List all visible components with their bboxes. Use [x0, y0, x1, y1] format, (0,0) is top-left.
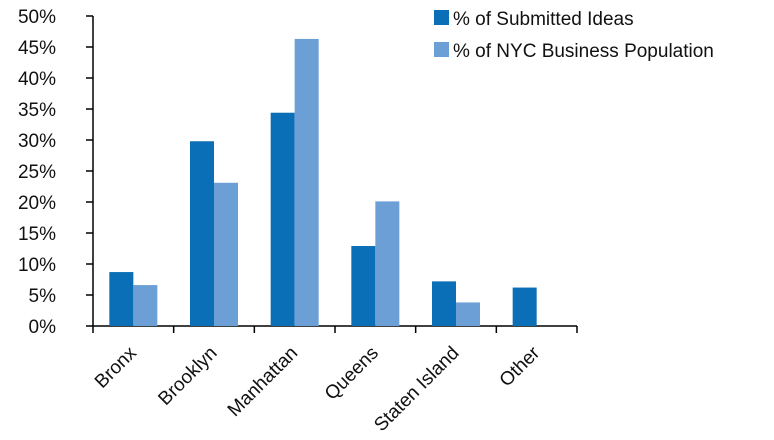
x-category-label: Manhattan: [224, 343, 302, 421]
bar: [375, 201, 400, 326]
y-tick-label: 50%: [18, 7, 56, 28]
legend-label: % of NYC Business Population: [453, 41, 714, 62]
y-tick-label: 0%: [29, 317, 57, 338]
legend-label: % of Submitted Ideas: [453, 9, 634, 30]
y-tick-label: 30%: [18, 131, 56, 152]
x-category-label: Staten Island: [370, 343, 463, 436]
y-tick-label: 40%: [18, 69, 56, 90]
bars: [109, 38, 537, 326]
bar: [432, 281, 456, 326]
bar: [133, 285, 158, 326]
bar: [190, 141, 214, 326]
x-category-label: Brooklyn: [154, 343, 221, 410]
bar: [351, 246, 376, 326]
x-category-label: Queens: [321, 343, 383, 405]
y-tick-label: 10%: [18, 255, 56, 276]
y-axis: 0% 5% 10% 15% 20% 25% 30% 35% 40% 45% 50%: [18, 7, 94, 338]
bar: [214, 182, 238, 326]
bar: [294, 38, 319, 326]
bar: [512, 287, 537, 326]
y-tick-label: 35%: [18, 100, 56, 121]
y-tick-label: 25%: [18, 162, 56, 183]
bar: [456, 302, 480, 326]
x-category-label: Bronx: [91, 342, 141, 392]
legend-swatch: [434, 10, 449, 25]
y-tick-label: 15%: [18, 224, 56, 245]
bar: [270, 112, 295, 326]
x-category-label: Other: [496, 342, 545, 391]
y-tick-label: 5%: [29, 286, 57, 307]
y-tick-label: 20%: [18, 193, 56, 214]
legend-swatch: [434, 42, 449, 57]
legend: % of Submitted Ideas % of NYC Business Po…: [434, 9, 714, 62]
bar: [109, 272, 134, 326]
y-tick-label: 45%: [18, 38, 56, 59]
